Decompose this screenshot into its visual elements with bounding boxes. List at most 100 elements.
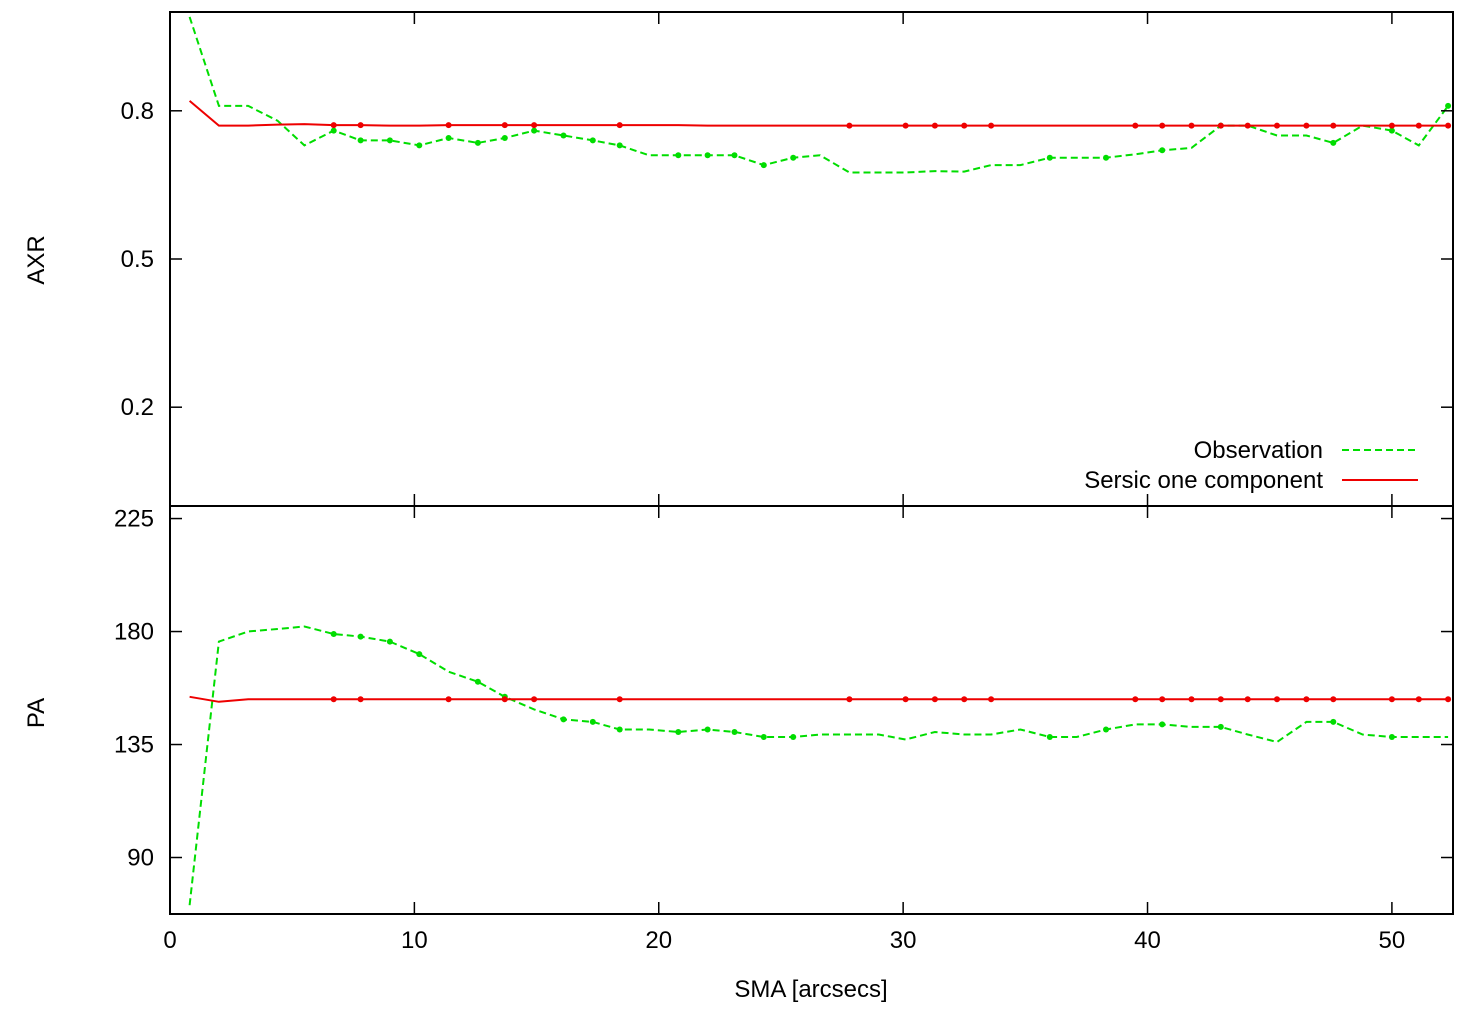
pa-observation-point — [589, 718, 596, 725]
axr-observation-point — [1046, 154, 1053, 161]
pa-sersic-point — [1388, 696, 1395, 703]
pa-sersic-point — [501, 696, 508, 703]
axr-sersic-point — [1244, 122, 1251, 129]
pa-observation-point — [1388, 734, 1395, 740]
pa-sersic-point — [1132, 696, 1139, 703]
pa-sersic-point — [1159, 696, 1166, 703]
pa-observation-point — [790, 734, 797, 740]
x-tick-label: 30 — [890, 927, 917, 954]
pa-observation-point — [675, 729, 682, 735]
pa-sersic-point — [1274, 696, 1280, 703]
axr-sersic-point — [1303, 122, 1310, 129]
pa-sersic-line — [189, 695, 1449, 703]
axr-sersic-point — [1415, 122, 1422, 129]
pa-y-tick-label: 180 — [114, 619, 154, 646]
axr-observation-point — [474, 139, 481, 146]
axr-panel: 0.2 0.5 0.8 — [121, 11, 1454, 507]
axr-sersic-point — [1445, 122, 1452, 129]
axr-observation-point — [386, 137, 393, 144]
x-tick-label: 50 — [1379, 927, 1406, 954]
axr-observation-point — [1159, 147, 1166, 154]
pa-observation-point — [731, 729, 738, 735]
axr-observation-point — [790, 154, 797, 161]
axr-sersic-point — [531, 122, 538, 129]
pa-observation-point — [1046, 734, 1053, 740]
axr-sersic-point — [1188, 122, 1195, 129]
pa-sersic-point — [1415, 696, 1422, 703]
pa-sersic-point — [1445, 696, 1452, 703]
pa-observation-point — [330, 631, 337, 637]
axr-observation-point — [445, 135, 452, 141]
pa-sersic-point — [931, 696, 938, 703]
pa-observation-point — [760, 734, 767, 740]
axr-sersic-point — [616, 122, 623, 129]
axr-observation-point — [704, 152, 711, 159]
axr-sersic-point — [1274, 122, 1280, 129]
pa-observation-point — [1217, 723, 1224, 730]
axr-observation-point — [760, 162, 767, 169]
axr-observation-point — [616, 142, 623, 149]
pa-observation-point — [1330, 718, 1337, 725]
pa-observation-point — [616, 726, 623, 733]
axr-observation-point — [560, 132, 567, 139]
pa-observation-point — [474, 678, 481, 685]
axr-y-tick-label: 0.2 — [121, 394, 154, 421]
legend-label-sersic: Sersic one component — [1084, 467, 1323, 494]
pa-sersic-point — [1244, 696, 1251, 703]
axr-sersic-point — [902, 122, 909, 129]
axr-plot-frame — [169, 11, 1454, 507]
axr-y-axis-label: AXR — [23, 235, 50, 284]
x-tick-label: 10 — [401, 927, 428, 954]
pa-observation-point — [704, 726, 711, 733]
pa-sersic-point — [616, 696, 623, 703]
axr-sersic-point — [1330, 122, 1337, 129]
pa-observation-line — [188, 625, 1449, 906]
axr-observation-point — [589, 137, 596, 144]
axr-sersic-point — [988, 122, 995, 129]
pa-sersic-point — [1330, 696, 1337, 703]
axr-sersic-point — [931, 122, 938, 129]
axr-observation-point — [731, 152, 738, 159]
pa-y-tick-label: 135 — [114, 732, 154, 759]
axr-sersic-point — [1217, 122, 1224, 129]
x-tick-label: 20 — [645, 927, 672, 954]
pa-sersic-point — [988, 696, 995, 703]
axr-sersic-point — [1132, 122, 1139, 129]
axr-sersic-point — [357, 122, 364, 129]
axr-sersic-point — [1388, 122, 1395, 129]
pa-observation-point — [560, 716, 567, 723]
pa-sersic-point — [902, 696, 909, 703]
axr-observation-point — [330, 127, 337, 134]
axr-observation-point — [357, 137, 364, 144]
axr-sersic-point — [846, 122, 853, 129]
axr-sersic-point — [445, 122, 452, 129]
axr-observation-point — [1103, 154, 1109, 161]
axr-y-tick-label: 0.5 — [121, 246, 154, 273]
pa-y-axis-label: PA — [23, 698, 50, 728]
pa-sersic-point — [846, 696, 853, 703]
pa-observation-point — [1103, 726, 1109, 733]
pa-plot-frame — [169, 505, 1454, 915]
legend: Observation Sersic one component — [1084, 437, 1418, 494]
axr-observation-line — [188, 16, 1449, 174]
pa-observation-point — [1159, 721, 1166, 728]
axr-observation-point — [1388, 127, 1395, 134]
pa-sersic-point — [1188, 696, 1195, 703]
pa-sersic-point — [445, 696, 452, 703]
pa-sersic-point — [1217, 696, 1224, 703]
pa-sersic-point — [330, 696, 337, 703]
x-tick-label: 40 — [1134, 927, 1161, 954]
axr-sersic-point — [501, 122, 508, 129]
axr-sersic-line — [188, 100, 1449, 127]
axr-observation-point — [501, 135, 508, 141]
pa-panel: 90 135 180 225 0 10 20 30 40 50 — [114, 505, 1454, 954]
pa-sersic-point — [531, 696, 538, 703]
x-tick-label: 0 — [163, 927, 176, 954]
axr-sersic-point — [1159, 122, 1166, 129]
axr-observation-point — [416, 142, 423, 149]
pa-observation-point — [416, 651, 423, 658]
axr-observation-point — [675, 152, 682, 159]
pa-observation-point — [386, 638, 393, 645]
pa-y-tick-label: 225 — [114, 506, 154, 533]
